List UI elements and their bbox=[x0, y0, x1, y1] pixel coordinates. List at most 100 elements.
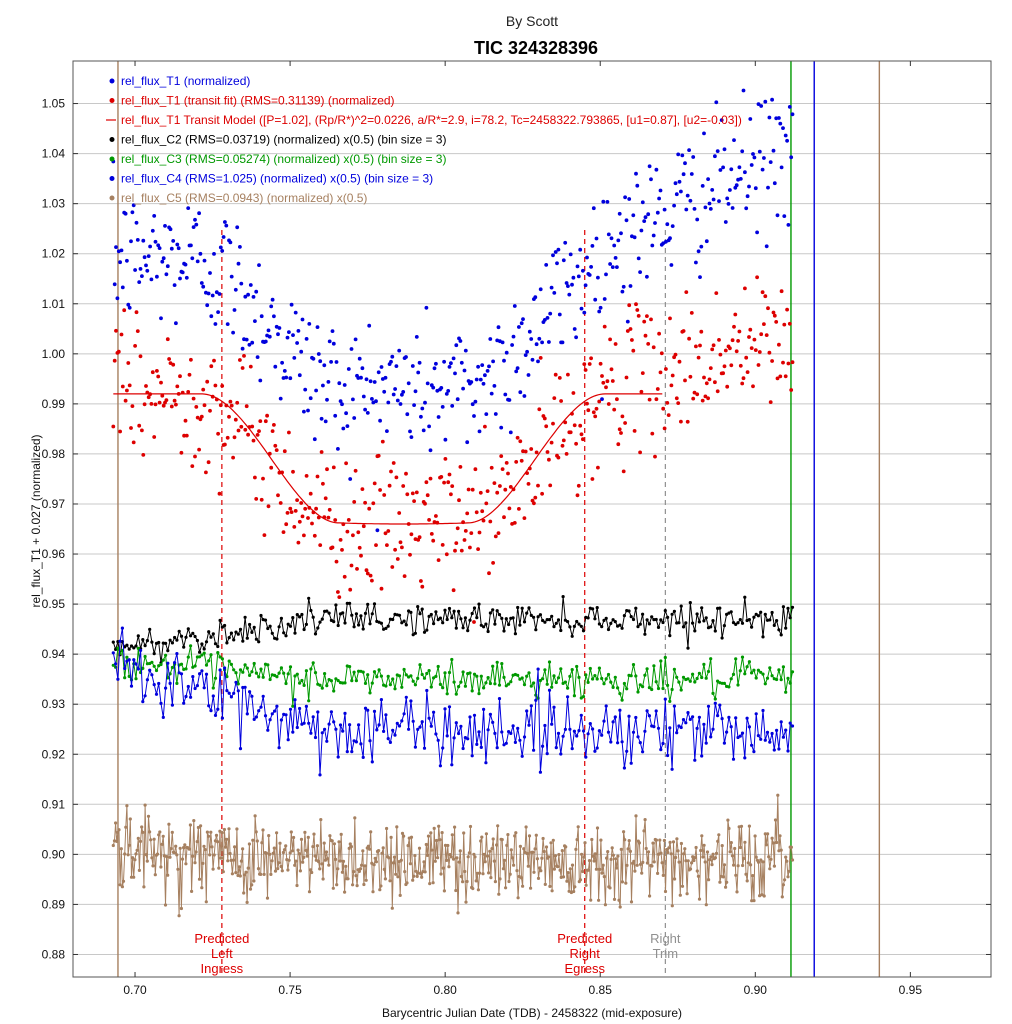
data-point bbox=[179, 634, 184, 638]
data-point bbox=[346, 518, 351, 522]
data-point bbox=[718, 880, 722, 884]
data-point bbox=[504, 350, 509, 355]
data-point bbox=[575, 734, 579, 738]
data-point bbox=[271, 851, 275, 855]
data-point bbox=[556, 618, 561, 622]
data-point bbox=[327, 339, 332, 344]
data-point bbox=[502, 358, 506, 363]
data-point bbox=[700, 184, 705, 188]
data-point bbox=[443, 707, 447, 711]
data-point bbox=[627, 609, 631, 613]
data-point bbox=[581, 695, 586, 699]
data-point bbox=[370, 760, 374, 764]
data-point bbox=[129, 426, 133, 430]
data-point bbox=[740, 731, 745, 735]
data-point bbox=[651, 841, 655, 845]
data-point bbox=[209, 635, 213, 639]
data-point bbox=[407, 727, 411, 731]
data-point bbox=[572, 889, 576, 894]
data-point bbox=[775, 619, 779, 623]
data-point bbox=[477, 692, 481, 696]
data-point bbox=[207, 659, 211, 663]
data-point bbox=[218, 245, 223, 250]
x-tick-label: 0.75 bbox=[278, 983, 302, 997]
data-point bbox=[522, 735, 527, 739]
data-point bbox=[211, 632, 215, 636]
data-point bbox=[470, 487, 475, 492]
grid-layer bbox=[73, 103, 991, 955]
data-point bbox=[488, 849, 492, 853]
data-point bbox=[347, 846, 351, 851]
series-line bbox=[113, 393, 663, 525]
data-point bbox=[246, 292, 251, 297]
data-point bbox=[413, 854, 417, 858]
data-point bbox=[279, 616, 283, 621]
data-point bbox=[292, 356, 297, 360]
data-point bbox=[149, 402, 154, 406]
data-point bbox=[755, 275, 759, 280]
legend-marker bbox=[109, 137, 115, 142]
data-point bbox=[401, 484, 406, 488]
data-point bbox=[693, 680, 697, 684]
data-point bbox=[651, 233, 656, 238]
data-point bbox=[497, 683, 502, 687]
data-point bbox=[334, 360, 339, 364]
data-point bbox=[459, 680, 463, 684]
data-point bbox=[436, 415, 441, 419]
data-point bbox=[158, 830, 162, 834]
data-point bbox=[713, 856, 718, 860]
data-point bbox=[309, 608, 313, 613]
data-point bbox=[361, 627, 365, 631]
data-point bbox=[402, 667, 406, 672]
data-point bbox=[432, 676, 436, 680]
data-point bbox=[248, 673, 252, 678]
data-point bbox=[189, 644, 193, 648]
data-point bbox=[288, 707, 293, 711]
data-point bbox=[134, 852, 138, 856]
series-group bbox=[111, 88, 795, 533]
data-point bbox=[143, 803, 147, 807]
data-point bbox=[686, 646, 690, 650]
data-point bbox=[229, 662, 233, 667]
data-point bbox=[164, 641, 168, 646]
data-point bbox=[655, 210, 660, 215]
data-point bbox=[454, 692, 458, 696]
data-point bbox=[168, 638, 172, 642]
data-point bbox=[141, 238, 146, 243]
data-point bbox=[317, 860, 321, 864]
data-point bbox=[566, 686, 570, 690]
data-point bbox=[783, 374, 788, 379]
data-point bbox=[313, 735, 318, 740]
data-point bbox=[677, 724, 681, 728]
data-point bbox=[367, 323, 372, 328]
data-point bbox=[658, 188, 663, 193]
data-point bbox=[540, 340, 544, 345]
data-point bbox=[747, 335, 751, 339]
data-point bbox=[285, 511, 290, 515]
data-point bbox=[571, 275, 576, 280]
data-point bbox=[750, 625, 754, 629]
data-point bbox=[442, 480, 446, 485]
data-point bbox=[554, 621, 558, 625]
data-point bbox=[332, 720, 336, 724]
data-point bbox=[457, 609, 461, 614]
data-point bbox=[520, 676, 524, 680]
data-point bbox=[202, 647, 206, 651]
data-point bbox=[508, 430, 513, 435]
data-point bbox=[318, 683, 322, 687]
data-point bbox=[784, 626, 788, 630]
data-point bbox=[425, 671, 429, 676]
data-point bbox=[175, 681, 179, 686]
data-point bbox=[543, 723, 547, 728]
data-point bbox=[439, 386, 444, 390]
data-point bbox=[458, 849, 462, 853]
data-point bbox=[624, 881, 628, 885]
data-point bbox=[434, 610, 438, 614]
data-point bbox=[123, 676, 127, 680]
data-point bbox=[645, 314, 649, 318]
data-point bbox=[740, 381, 745, 386]
data-point bbox=[707, 201, 712, 206]
data-point bbox=[123, 666, 127, 671]
data-point bbox=[365, 571, 370, 576]
data-point bbox=[595, 677, 599, 681]
